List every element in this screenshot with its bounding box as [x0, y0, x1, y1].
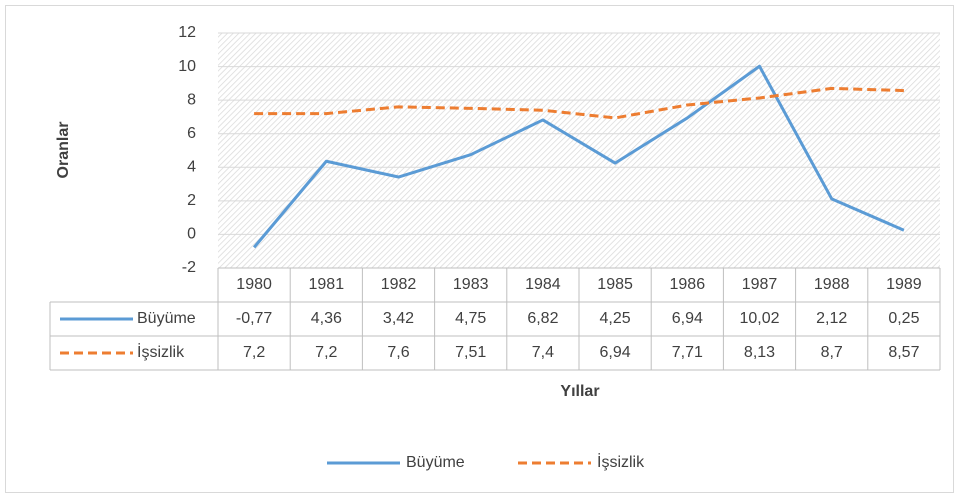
- table-cell: 8,57: [888, 344, 919, 361]
- y-tick-label: 0: [187, 226, 196, 243]
- table-cell: 4,25: [600, 310, 631, 327]
- legend-label: Büyüme: [406, 454, 465, 471]
- series-line: [254, 86, 904, 120]
- table-cell: 8,7: [821, 344, 843, 361]
- table-cell: 7,4: [532, 344, 554, 361]
- x-axis-label: Yıllar: [560, 383, 599, 400]
- x-tick-label: 1988: [814, 276, 850, 293]
- table-cell: 2,12: [816, 310, 847, 327]
- table-cell: 6,94: [672, 310, 703, 327]
- y-tick-label: 2: [187, 192, 196, 209]
- table-cell: 6,82: [527, 310, 558, 327]
- x-tick-label: 1983: [453, 276, 489, 293]
- table-cell: 7,2: [243, 344, 265, 361]
- table-cell: 0,25: [888, 310, 919, 327]
- table-cell: 7,2: [315, 344, 337, 361]
- x-tick-label: 1986: [670, 276, 706, 293]
- x-tick-label: 1980: [236, 276, 272, 293]
- series-line: [252, 64, 905, 249]
- table-cell: 4,36: [311, 310, 342, 327]
- table-cell: 7,6: [387, 344, 409, 361]
- table-cell: 8,13: [744, 344, 775, 361]
- y-tick-label: 4: [187, 159, 196, 176]
- plot-area: [218, 33, 940, 268]
- y-tick-label: -2: [182, 259, 196, 276]
- table-row-label: Büyüme: [137, 310, 196, 327]
- table-cell: 7,51: [455, 344, 486, 361]
- table-cell: 10,02: [739, 310, 779, 327]
- x-tick-label: 1985: [597, 276, 633, 293]
- x-tick-label: 1981: [309, 276, 345, 293]
- table-cell: -0,77: [236, 310, 273, 327]
- y-tick-label: 10: [178, 58, 196, 75]
- table-cell: 3,42: [383, 310, 414, 327]
- legend-label: İşsizlik: [597, 452, 645, 471]
- y-axis-label: Oranlar: [55, 122, 72, 179]
- x-tick-label: 1987: [742, 276, 778, 293]
- x-tick-label: 1982: [381, 276, 417, 293]
- table-cell: 7,71: [672, 344, 703, 361]
- x-tick-label: 1984: [525, 276, 561, 293]
- y-tick-label: 6: [187, 125, 196, 142]
- table-cell: 4,75: [455, 310, 486, 327]
- y-tick-label: 8: [187, 91, 196, 108]
- table-cell: 6,94: [600, 344, 631, 361]
- x-tick-label: 1989: [886, 276, 922, 293]
- y-tick-label: 12: [178, 24, 196, 41]
- table-row-label: İşsizlik: [137, 342, 185, 361]
